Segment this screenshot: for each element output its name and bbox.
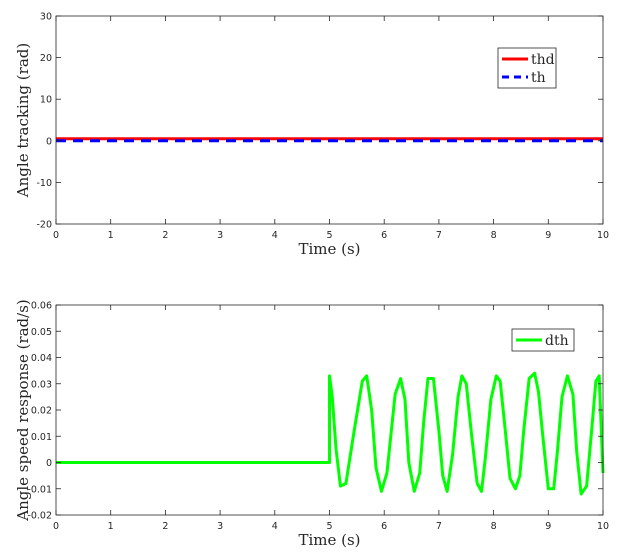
x-tick-label: 6 [381, 521, 387, 532]
panel-1-ticks: 0 1 2 3 4 5 6 7 8 9 10 -0.02 -0.01 0 0.01 0.02 0.03 0.04 0… [27, 301, 609, 533]
x-tick-label: 5 [326, 521, 332, 532]
y-tick-label: 0.05 [31, 327, 52, 338]
panel-0-ticks: 0 1 2 3 4 5 6 7 8 9 10 -20 -10 0 10 20 30 [36, 12, 609, 242]
angle-tracking-panel: 0 1 2 3 4 5 6 7 8 9 10 -20 -10 0 10 20 30 Time (s) Angle… [14, 12, 609, 259]
y-tick-label: 0 [46, 458, 52, 469]
y-tick-label: -10 [36, 178, 52, 189]
y-tick-label: 0.06 [31, 301, 52, 312]
panel-0-x-axis-label: Time (s) [298, 240, 360, 258]
x-tick-label: 7 [436, 521, 442, 532]
x-tick-label: 4 [272, 230, 278, 241]
panel-1-y-axis-label: Angle speed response (rad/s) [14, 299, 32, 522]
x-tick-label: 2 [162, 230, 168, 241]
panel-0-y-axis-label: Angle tracking (rad) [14, 43, 32, 198]
panel-1-marks [56, 371, 605, 496]
x-tick-label: 5 [326, 230, 332, 241]
y-tick-label: 10 [40, 95, 52, 106]
panel-1-legend: dth [511, 328, 575, 352]
x-tick-label: 9 [545, 521, 551, 532]
x-tick-label: 10 [597, 230, 609, 241]
y-tick-label: -20 [36, 220, 52, 231]
x-tick-label: 3 [217, 230, 223, 241]
y-tick-label: 20 [40, 53, 52, 64]
x-tick-label: 3 [217, 521, 223, 532]
angle-speed-panel: 0 1 2 3 4 5 6 7 8 9 10 -0.02 -0.01 0 0.01 0.02 0.03 0.04 0… [14, 299, 609, 549]
x-tick-label: 0 [53, 521, 59, 532]
legend-box [497, 47, 557, 89]
legend-label-th: th [531, 70, 546, 86]
x-tick-label: 1 [108, 521, 114, 532]
x-tick-label: 6 [381, 230, 387, 241]
panel-0-axes-frame [55, 15, 604, 225]
x-tick-label: 2 [162, 521, 168, 532]
y-tick-label: 0.03 [31, 379, 52, 390]
legend-label-thd: thd [531, 52, 555, 68]
y-tick-label: 0.04 [31, 353, 52, 364]
x-tick-label: 7 [436, 230, 442, 241]
legend-box [511, 328, 575, 352]
x-tick-label: 8 [491, 521, 497, 532]
y-tick-label: 0.02 [31, 406, 52, 417]
x-tick-label: 8 [491, 230, 497, 241]
y-tick-label: 0.01 [31, 432, 52, 443]
x-tick-label: 10 [597, 521, 609, 532]
y-tick-label: 30 [40, 12, 52, 23]
panel-0-legend: thd th [497, 47, 557, 89]
x-tick-label: 9 [545, 230, 551, 241]
panel-0-marks [56, 137, 603, 143]
x-tick-label: 1 [108, 230, 114, 241]
x-tick-label: 4 [272, 521, 278, 532]
panel-1-x-axis-label: Time (s) [298, 531, 360, 549]
y-tick-label: 0 [46, 136, 52, 147]
y-tick-label: -0.01 [27, 484, 52, 495]
legend-label-dth: dth [545, 333, 569, 349]
y-tick-label: -0.02 [27, 511, 52, 522]
x-tick-label: 0 [53, 230, 59, 241]
series-dth-line [56, 371, 605, 496]
